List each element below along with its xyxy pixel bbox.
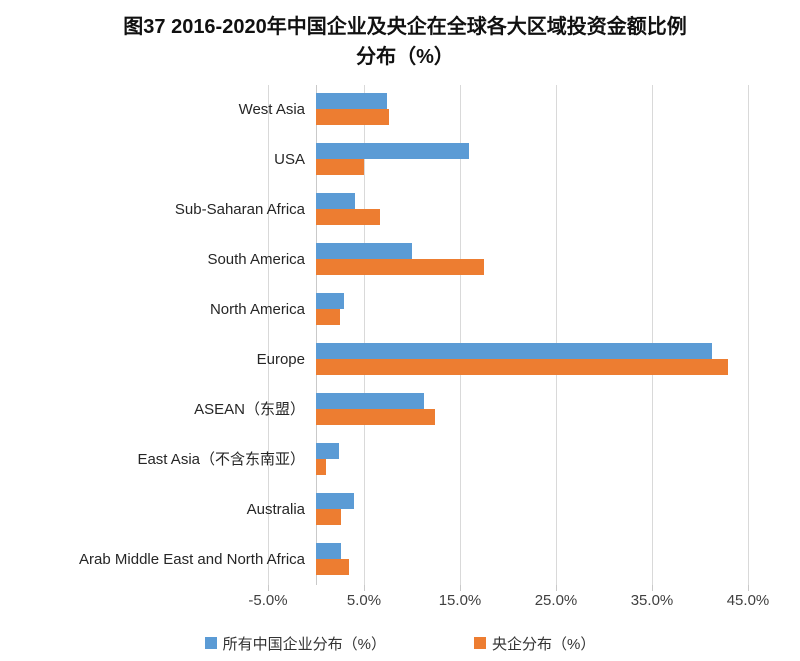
chart-bar (316, 493, 355, 509)
category-label: East Asia（不含东南亚） (137, 451, 305, 468)
x-tick-label: 45.0% (726, 592, 770, 609)
axis-tick (364, 585, 365, 591)
chart-bar (316, 459, 326, 475)
category-label: West Asia (238, 101, 305, 118)
legend-item-central-soe: 央企分布（%） (474, 633, 595, 654)
chart-bar (316, 359, 728, 375)
legend-label-all-chinese-enterprises: 所有中国企业分布（%） (222, 635, 386, 653)
gridline (556, 85, 557, 585)
legend-swatch-all-chinese-enterprises (204, 637, 217, 649)
chart-bar (316, 293, 344, 309)
chart-title-line2: 分布（%） (356, 46, 454, 68)
legend-swatch-central-soe (474, 637, 486, 649)
legend: 所有中国企业分布（%） 央企分布（%） (0, 633, 800, 653)
x-tick-label: 15.0% (438, 592, 482, 609)
legend-label-central-soe: 央企分布（%） (492, 635, 596, 653)
gridline (460, 85, 461, 585)
category-label: USA (274, 151, 305, 168)
chart-bar (316, 443, 339, 459)
chart-bar (316, 209, 381, 225)
axis-tick (460, 585, 461, 591)
category-label: ASEAN（东盟） (194, 401, 305, 418)
axis-tick (748, 585, 749, 591)
chart-bar (316, 259, 484, 275)
gridline (268, 85, 269, 585)
chart-bar (316, 393, 424, 409)
category-label: Europe (256, 351, 305, 368)
chart-bar (316, 193, 356, 209)
axis-tick (652, 585, 653, 591)
category-label: Sub-Saharan Africa (174, 201, 305, 218)
chart-bar (316, 309, 340, 325)
gridline (748, 85, 749, 585)
category-label: South America (207, 251, 305, 268)
x-tick-label: 35.0% (630, 592, 674, 609)
gridline (364, 85, 365, 585)
chart-bar (316, 343, 712, 359)
chart-bar (316, 243, 412, 259)
chart-bar (316, 559, 349, 575)
category-label: Australia (246, 501, 305, 518)
chart-bar (316, 109, 389, 125)
chart-bar (316, 159, 364, 175)
axis-tick (268, 585, 269, 591)
chart-bar (316, 543, 341, 559)
category-label: North America (209, 301, 305, 318)
chart-title-line1: 图37 2016-2020年中国企业及央企在全球各大区域投资金额比例 (123, 16, 687, 38)
chart-bar (316, 409, 435, 425)
x-tick-label: -5.0% (248, 592, 288, 609)
axis-zero-line (316, 85, 317, 585)
legend-item-all-chinese-enterprises: 所有中国企业分布（%） (204, 633, 386, 654)
plot-area: -5.0% 5.0% 15.0% 25.0% 35.0% 45.0% (248, 85, 769, 609)
category-label: Arab Middle East and North Africa (79, 551, 305, 568)
chart-bar (316, 93, 387, 109)
gridline (652, 85, 653, 585)
x-tick-label: 25.0% (534, 592, 578, 609)
chart-bar (316, 509, 341, 525)
chart-bar (316, 143, 469, 159)
x-tick-label: 5.0% (346, 592, 382, 609)
chart-title: 图37 2016-2020年中国企业及央企在全球各大区域投资金额比例 分布（%） (55, 12, 755, 72)
axis-tick (556, 585, 557, 591)
